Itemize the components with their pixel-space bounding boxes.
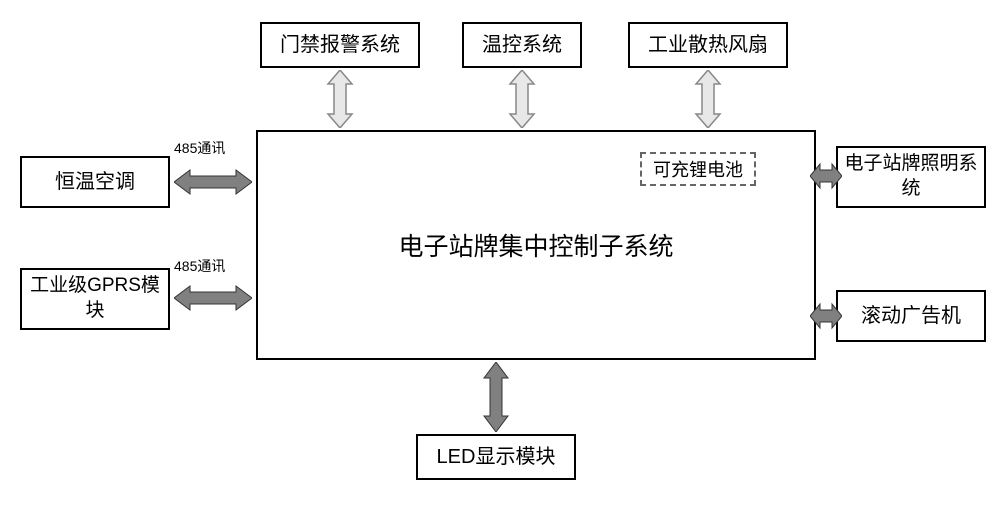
node-label: 工业散热风扇 <box>648 32 768 58</box>
arrow-label-485-2: 485通讯 <box>174 256 225 276</box>
node-ad-machine: 滚动广告机 <box>836 290 986 342</box>
node-lighting: 电子站牌照明系统 <box>836 146 986 208</box>
node-battery: 可充锂电池 <box>640 152 756 186</box>
node-label: 工业级GPRS模块 <box>26 274 164 323</box>
node-temp-control: 温控系统 <box>462 22 582 68</box>
arrow-right2 <box>810 298 842 334</box>
node-led: LED显示模块 <box>416 434 576 480</box>
node-label: 电子站牌照明系统 <box>842 152 980 201</box>
battery-label: 可充锂电池 <box>653 156 743 182</box>
arrow-top2 <box>504 70 540 128</box>
arrow-left1 <box>174 164 252 200</box>
arrow-bottom <box>478 362 514 432</box>
node-label: 门禁报警系统 <box>280 32 400 58</box>
node-gprs: 工业级GPRS模块 <box>20 268 170 330</box>
node-center-controller: 电子站牌集中控制子系统 可充锂电池 <box>256 130 816 360</box>
node-label: 恒温空调 <box>55 169 135 195</box>
node-cooling-fan: 工业散热风扇 <box>628 22 788 68</box>
arrow-top3 <box>690 70 726 128</box>
node-label: 滚动广告机 <box>861 303 961 329</box>
node-access-alarm: 门禁报警系统 <box>260 22 420 68</box>
arrow-left2 <box>174 280 252 316</box>
arrow-top1 <box>322 70 358 128</box>
arrow-label-485-1: 485通讯 <box>174 138 225 158</box>
arrow-right1 <box>810 158 842 194</box>
node-label: LED显示模块 <box>437 444 556 470</box>
node-ac: 恒温空调 <box>20 156 170 208</box>
center-title: 电子站牌集中控制子系统 <box>398 227 673 263</box>
node-label: 温控系统 <box>482 32 562 58</box>
